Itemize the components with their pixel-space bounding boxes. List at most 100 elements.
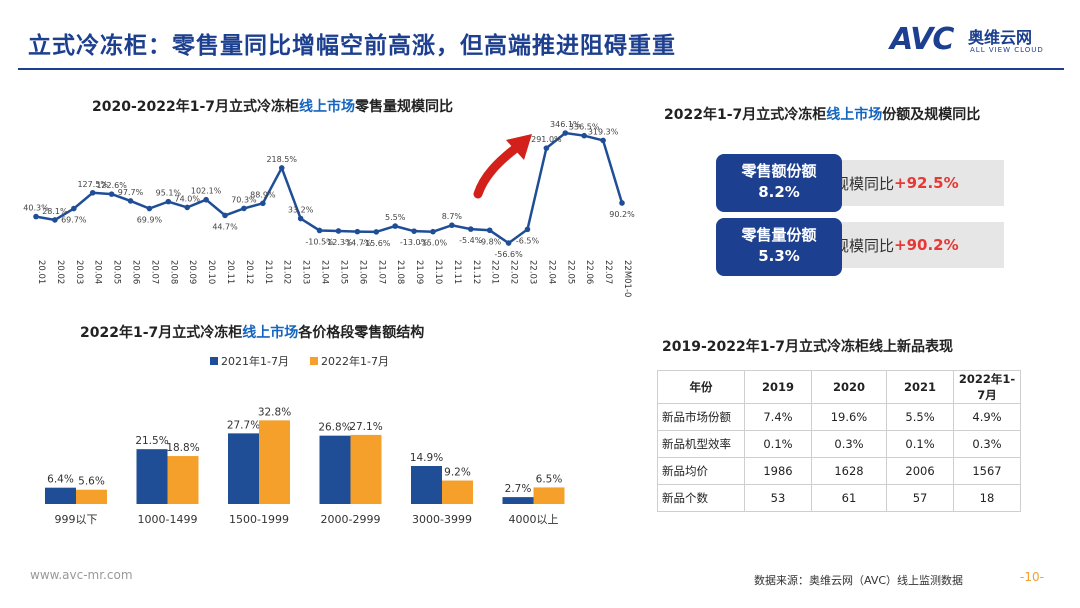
share-section-title: 2022年1-7月立式冷冻柜线上市场份额及规模同比 — [664, 107, 981, 123]
x-tick-label: 22.07 — [603, 260, 613, 284]
line-point — [108, 191, 115, 197]
table-cell: 61 — [810, 484, 888, 512]
line-point — [581, 132, 587, 139]
bar-value-label: 21.5% — [135, 435, 168, 447]
line-point — [146, 205, 153, 212]
line-data-label: 102.1% — [191, 187, 222, 196]
line-point — [222, 212, 228, 219]
line-chart-title: 2020-2022年1-7月立式冷冻柜线上市场零售量规模同比 — [92, 99, 454, 115]
table-row: 新品市场份额 7.4% 19.6% 5.5% 4.9% — [657, 403, 1021, 431]
table-cell: 4.9% — [953, 403, 1021, 431]
line-data-label: 291.0% — [531, 135, 562, 144]
card-2: 零售量份额 5.3% — [716, 218, 842, 276]
line-data-label: 33.2% — [288, 206, 314, 215]
line-point — [71, 205, 77, 212]
card-1-strip: 规模同比 +92.5% — [820, 160, 1004, 206]
bar-value-label: 27.7% — [227, 419, 260, 431]
line-data-label: 40.3% — [23, 204, 49, 213]
table-cell: 1628 — [810, 457, 888, 485]
footer-url: www.avc-mr.com — [30, 568, 133, 582]
table-cell: 18 — [953, 484, 1021, 512]
bar — [228, 433, 259, 504]
bar — [259, 420, 290, 504]
line-point — [260, 200, 266, 207]
line-point — [33, 213, 39, 220]
line-point — [562, 130, 569, 136]
x-category-label: 1500-1999 — [229, 513, 289, 526]
title-rule — [18, 68, 1064, 70]
line-point — [316, 227, 323, 234]
card-2-value: 5.3% — [758, 247, 800, 265]
table-cell: 19.6% — [810, 403, 888, 431]
bar — [167, 456, 199, 504]
x-tick-label: 22.01 — [490, 260, 500, 284]
line-data-label: 8.7% — [442, 212, 463, 221]
line-data-label: 5.5% — [385, 213, 406, 222]
line-point — [430, 228, 436, 235]
bar-value-label: 2.7% — [505, 483, 532, 495]
line-point — [354, 228, 361, 235]
line-data-label: -14.7% — [343, 239, 372, 248]
bar-value-label: 14.9% — [410, 452, 443, 464]
bar-value-label: 5.6% — [78, 476, 105, 488]
bar-value-label: 6.4% — [47, 474, 74, 486]
bar-value-label: 32.8% — [258, 406, 291, 418]
table-row: 新品机型效率 0.1% 0.3% 0.1% 0.3% — [657, 430, 1021, 458]
line-point — [619, 200, 625, 206]
x-tick-label: 21.02 — [282, 260, 292, 284]
legend-swatch — [310, 357, 318, 365]
legend-label: 2021年1-7月 — [221, 354, 289, 368]
table-header-row: 年份 2019 2020 2021 2022年1-7月 — [657, 370, 1021, 404]
table-row-label: 新品均价 — [657, 457, 745, 485]
x-tick-label: 22.03 — [527, 260, 537, 284]
line-point — [203, 196, 209, 203]
line-data-label: -10.5% — [305, 237, 334, 246]
table-header-cell: 2021 — [886, 370, 954, 404]
line-data-label: 95.1% — [156, 189, 182, 198]
x-tick-label: 20.08 — [168, 260, 178, 284]
x-tick-label: 21.08 — [395, 260, 405, 284]
line-data-label: 336.5% — [569, 123, 600, 132]
line-data-label: 69.7% — [61, 216, 87, 225]
line-data-label: 69.9% — [137, 216, 163, 225]
logo-cn: 奥维云网 — [968, 28, 1033, 47]
x-tick-label: 22M01-07 — [622, 260, 632, 298]
card-1-label: 零售额份额 — [741, 162, 817, 180]
bar — [442, 480, 473, 504]
line-data-label: -56.6% — [494, 250, 523, 259]
line-data-label: 319.3% — [588, 127, 619, 136]
line-point — [165, 198, 172, 205]
table-row-label: 新品个数 — [657, 484, 745, 512]
table-title: 2019-2022年1-7月立式冷冻柜线上新品表现 — [662, 339, 954, 355]
x-tick-label: 21.01 — [263, 260, 273, 284]
x-tick-label: 20.10 — [206, 260, 216, 284]
card-2-strip: 规模同比 +90.2% — [820, 222, 1004, 268]
table-cell: 1986 — [744, 457, 812, 485]
line-point — [467, 226, 474, 232]
line-point — [600, 137, 606, 144]
line-data-label: 90.2% — [609, 210, 635, 219]
logo-mark: AVC — [890, 22, 954, 57]
trend-arrow-icon — [473, 134, 532, 199]
line-data-label: -6.5% — [516, 236, 540, 245]
line-series — [35, 131, 624, 245]
table-cell: 1567 — [953, 457, 1021, 485]
avc-logo: AVC 奥维云网 ALL VIEW CLOUD — [890, 22, 1060, 62]
x-tick-label: 21.05 — [338, 260, 348, 284]
bar — [319, 435, 351, 504]
line-point — [373, 229, 380, 235]
table-row-label: 新品市场份额 — [657, 403, 745, 431]
line-data-label: -5.4% — [459, 236, 483, 245]
x-tick-label: 22.04 — [546, 260, 556, 284]
line-point — [52, 217, 58, 223]
line-point — [241, 205, 247, 212]
line-data-label: -15.0% — [419, 239, 448, 248]
x-tick-label: 20.06 — [131, 260, 141, 284]
table-header-cell: 2020 — [810, 370, 888, 404]
line-data-label: -12.3% — [324, 238, 353, 247]
card-1: 零售额份额 8.2% — [716, 154, 842, 212]
table-header-cell: 2022年1-7月 — [953, 370, 1021, 404]
line-chart: 40.3%28.1%69.7% 127.5%122.6%97.7% 69.9% 95.… — [23, 120, 635, 298]
x-tick-label: 22.02 — [509, 260, 519, 284]
bar-chart: 2021年1-7月 2022年1-7月 6.4% 5.6% 999以下 21.5%18.8… — [45, 354, 565, 526]
